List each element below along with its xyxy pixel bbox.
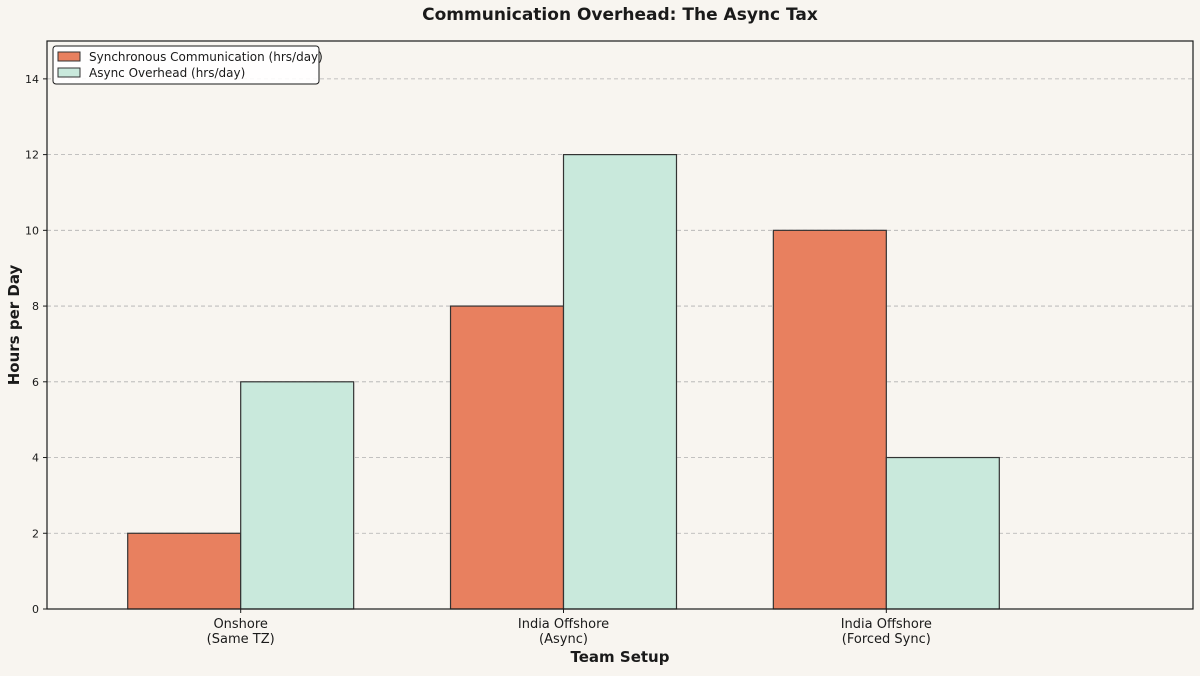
- x-tick-label: (Async): [539, 632, 588, 647]
- y-ticks: 0 2 4 6 8 10 12 14: [25, 73, 47, 616]
- legend-swatch: [57, 51, 81, 62]
- x-ticks: Onshore(Same TZ)India Offshore(Async)Ind…: [207, 609, 932, 647]
- legend-entry: Async Overhead (hrs/day): [89, 66, 245, 80]
- chart-title: Communication Overhead: The Async Tax: [422, 5, 818, 25]
- y-tick-label: 2: [32, 527, 39, 540]
- bar-sync-1: [449, 305, 565, 610]
- x-tick-label: India Offshore: [518, 617, 609, 632]
- x-axis-label: Team Setup: [571, 648, 670, 666]
- legend-entry: Synchronous Communication (hrs/day): [89, 50, 323, 64]
- bar-async-0: [240, 381, 355, 610]
- bar-async-1: [562, 154, 678, 610]
- x-tick-label: (Same TZ): [207, 632, 275, 647]
- x-tick-label: Onshore: [213, 617, 268, 632]
- bar-async-2: [885, 456, 1000, 610]
- legend-box: [52, 45, 320, 85]
- x-tick-label: India Offshore: [841, 617, 932, 632]
- y-tick-label: 0: [32, 603, 39, 616]
- y-tick-label: 4: [32, 452, 39, 465]
- legend-swatch: [57, 67, 81, 78]
- bars: [127, 154, 1000, 610]
- y-tick-label: 10: [25, 224, 39, 237]
- legend: Synchronous Communication (hrs/day) Async…: [52, 45, 323, 85]
- bar-sync-2: [772, 229, 887, 610]
- y-tick-label: 12: [25, 149, 39, 162]
- y-axis-label: Hours per Day: [5, 265, 23, 386]
- y-tick-label: 8: [32, 300, 39, 313]
- bar-sync-0: [127, 532, 242, 610]
- y-tick-label: 14: [25, 73, 39, 86]
- x-tick-label: (Forced Sync): [842, 632, 931, 647]
- y-tick-label: 6: [32, 376, 39, 389]
- plot-frame: [46, 40, 1194, 610]
